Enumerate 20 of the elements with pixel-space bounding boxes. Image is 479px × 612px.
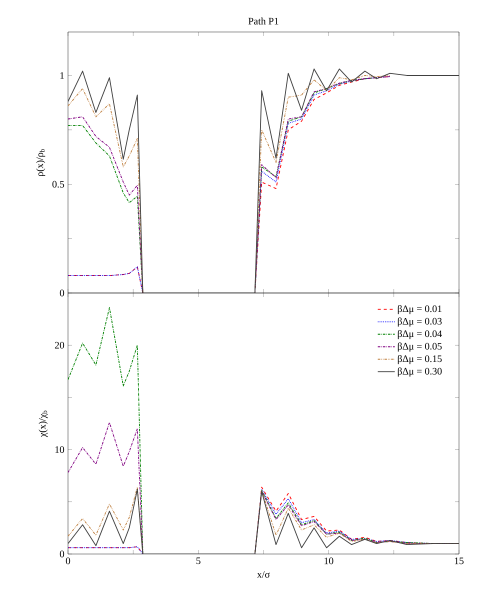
x-tick-label: 15 bbox=[454, 558, 464, 564]
y-tick-label: 1 bbox=[60, 72, 64, 79]
chart-title: Path P1 bbox=[248, 17, 278, 24]
y-axis-title: ρ(x)/ρ$_{b}$ bbox=[36, 149, 46, 176]
legend-label: βΔμ = 0.01 bbox=[398, 305, 442, 314]
y-tick-label: 0 bbox=[60, 550, 64, 558]
y-tick-label: 20 bbox=[54, 342, 64, 349]
x-axis-title: x/σ bbox=[257, 571, 270, 578]
legend-label: βΔμ = 0.05 bbox=[398, 342, 442, 352]
x-tick-label: 10 bbox=[324, 558, 334, 564]
legend-label: βΔμ = 0.04 bbox=[398, 330, 442, 340]
legend-label: βΔμ = 0.15 bbox=[398, 354, 442, 364]
y-axis-title: χ(x)/χ$_{b}$ bbox=[38, 410, 48, 438]
legend-label: βΔμ = 0.03 bbox=[398, 318, 442, 327]
y-tick-label: 0.5 bbox=[52, 180, 64, 188]
y-tick-label: 0 bbox=[60, 290, 64, 296]
x-tick-label: 0 bbox=[66, 558, 70, 564]
x-tick-label: 5 bbox=[196, 558, 200, 564]
legend-label: βΔμ = 0.30 bbox=[398, 367, 442, 377]
y-tick-label: 10 bbox=[55, 446, 64, 453]
